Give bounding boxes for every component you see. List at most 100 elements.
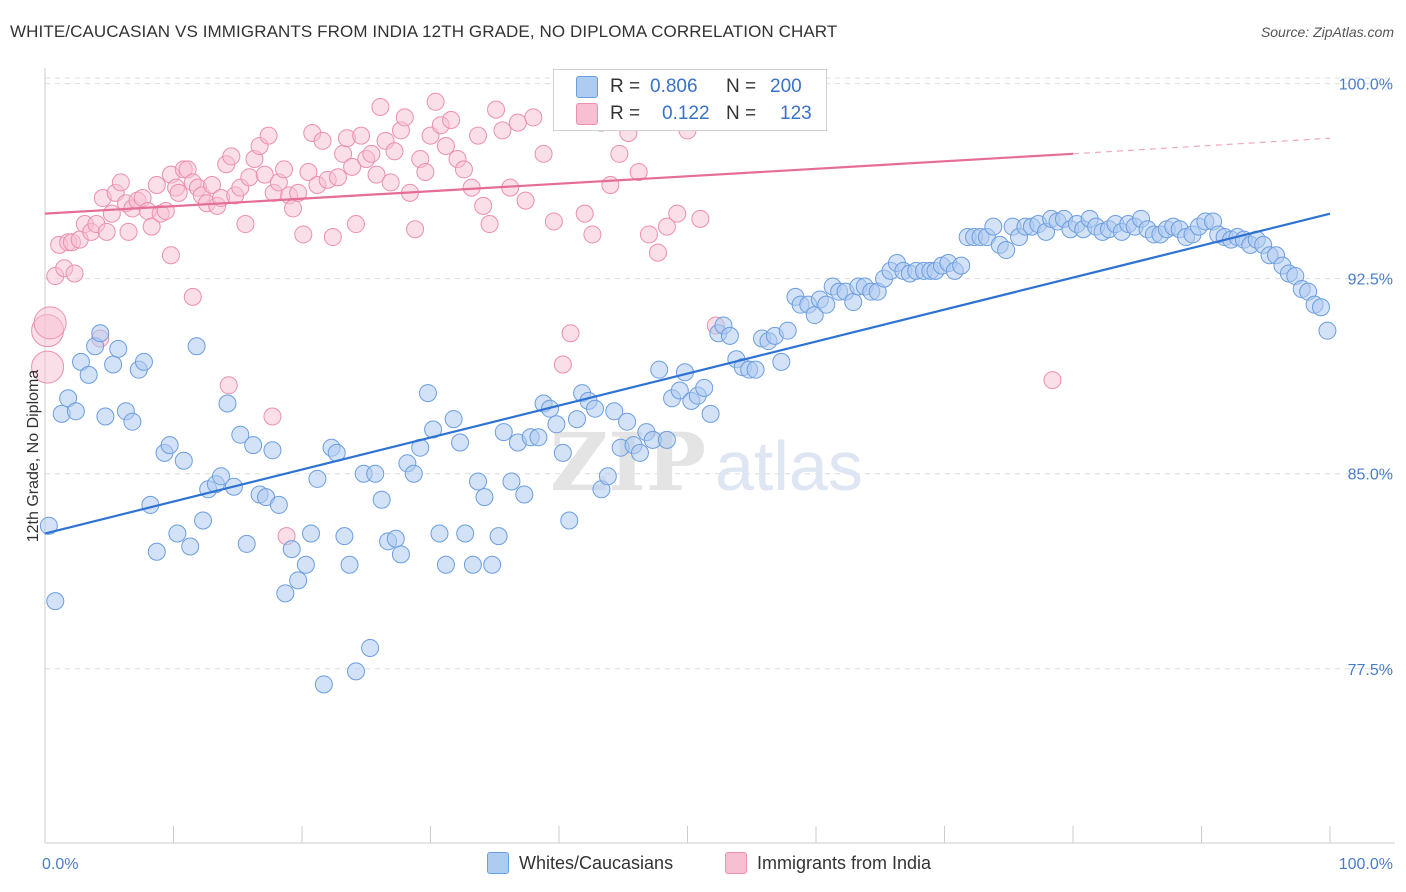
- pink-point: [284, 199, 303, 218]
- pink-point: [147, 176, 166, 195]
- source-label: Source: ZipAtlas.com: [1260, 24, 1394, 40]
- blue-point: [269, 495, 288, 514]
- blue-point: [618, 412, 637, 431]
- blue-point: [366, 464, 385, 483]
- pink-point: [219, 376, 238, 395]
- pink-point: [657, 217, 676, 236]
- blue-point: [123, 412, 142, 431]
- blue-point: [630, 443, 649, 462]
- blue-point: [418, 384, 437, 403]
- blue-point: [997, 241, 1016, 260]
- pink-point: [275, 160, 294, 179]
- blue-point: [456, 524, 475, 543]
- blue-point: [147, 542, 166, 561]
- blue-point: [181, 537, 200, 556]
- pink-point: [240, 168, 259, 187]
- blue-point: [494, 423, 513, 442]
- blue-point: [605, 402, 624, 421]
- pink-point: [294, 225, 313, 244]
- blue-point: [469, 472, 488, 491]
- pink-point: [343, 157, 362, 176]
- pink-point: [289, 183, 308, 202]
- legend-swatch-blue: [487, 852, 509, 874]
- blue-point: [301, 524, 320, 543]
- pink-point: [480, 215, 499, 234]
- pink-point: [426, 92, 445, 111]
- pink-point: [516, 191, 535, 210]
- pink-series-points: [31, 92, 1062, 546]
- blue-point: [463, 555, 482, 574]
- blue-point: [244, 436, 263, 455]
- blue-point: [444, 410, 463, 429]
- pink-point: [639, 225, 658, 244]
- blue-point: [109, 339, 128, 358]
- pink-point: [111, 173, 130, 192]
- legend-r-label: R =: [610, 76, 641, 97]
- axes: [44, 68, 1395, 844]
- blue-point: [296, 555, 315, 574]
- pink-point: [553, 355, 572, 374]
- pink-point: [367, 165, 386, 184]
- blue-point: [218, 394, 237, 413]
- blue-point: [308, 469, 327, 488]
- pink-point: [97, 222, 116, 241]
- legend-label-whites: Whites/Caucasians: [519, 852, 674, 873]
- blue-point: [585, 399, 604, 418]
- legend-row-india: R = 0.122 N = 123: [576, 101, 812, 127]
- y-tick-label: 100.0%: [1339, 77, 1393, 94]
- blue-point: [529, 428, 548, 447]
- blue-point: [404, 464, 423, 483]
- blue-point: [778, 321, 797, 340]
- pink-point: [1043, 371, 1062, 390]
- pink-point: [156, 202, 175, 221]
- blue-point: [772, 352, 791, 371]
- legend-item-whites: Whites/Caucasians: [487, 852, 673, 874]
- pink-point: [534, 144, 553, 163]
- blue-point: [46, 592, 65, 611]
- pink-point: [561, 324, 580, 343]
- pink-point: [436, 137, 455, 156]
- pink-point: [222, 147, 241, 166]
- blue-point: [66, 402, 85, 421]
- legend-r-value: 0.122: [662, 103, 710, 124]
- pink-point: [323, 228, 342, 247]
- blue-point: [263, 441, 282, 460]
- pink-point: [299, 163, 318, 182]
- blue-point: [361, 638, 380, 657]
- blue-point: [657, 430, 676, 449]
- pink-point: [102, 204, 121, 223]
- trend-lines: [44, 137, 1331, 535]
- blue-point: [489, 527, 508, 546]
- pink-trend-line-dashed: [1072, 137, 1331, 155]
- pink-point: [648, 243, 667, 262]
- legend-r-label: R =: [610, 103, 641, 124]
- pink-point: [161, 246, 180, 265]
- blue-point: [96, 407, 115, 426]
- pink-point: [142, 217, 161, 236]
- pink-point: [203, 176, 222, 195]
- blue-point: [39, 516, 58, 535]
- blue-point: [650, 360, 669, 379]
- pink-point: [328, 168, 347, 187]
- pink-point: [381, 173, 400, 192]
- pink-point: [259, 126, 278, 145]
- pink-point: [524, 108, 543, 127]
- blue-point: [276, 584, 295, 603]
- y-tick-label: 92.5%: [1348, 272, 1393, 289]
- blue-point: [237, 534, 256, 553]
- pink-point: [416, 163, 435, 182]
- blue-point: [194, 511, 213, 530]
- pink-point: [362, 144, 381, 163]
- pink-point: [169, 183, 188, 202]
- pink-point: [263, 407, 282, 426]
- blue-point: [282, 540, 301, 559]
- blue-point: [168, 524, 187, 543]
- blue-trend-line: [44, 212, 1331, 535]
- y-tick-label: 85.0%: [1348, 467, 1393, 484]
- blue-point: [1312, 298, 1331, 317]
- pink-point: [610, 144, 629, 163]
- grid-lines: [45, 77, 1395, 670]
- blue-point: [436, 555, 455, 574]
- pink-point: [183, 287, 202, 306]
